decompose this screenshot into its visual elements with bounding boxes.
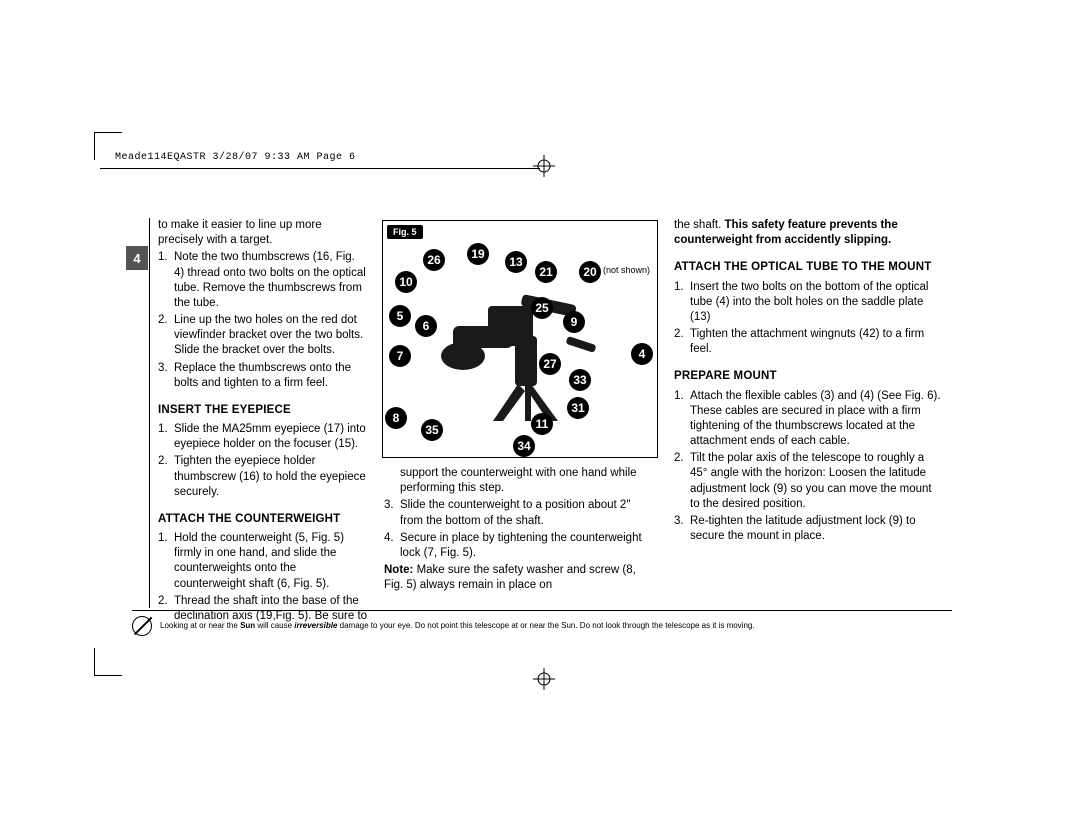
list-item: 3.Re-tighten the latitude adjustment loc… <box>674 514 944 544</box>
registration-mark-bottom <box>533 668 555 690</box>
crop-mark-bl <box>94 648 122 676</box>
callout-13: 13 <box>505 251 527 273</box>
callout-25: 25 <box>531 297 553 319</box>
not-shown-label: (not shown) <box>603 265 650 275</box>
callout-19: 19 <box>467 243 489 265</box>
callout-9: 9 <box>563 311 585 333</box>
callout-7: 7 <box>389 345 411 367</box>
safety-warning-text: Looking at or near the Sun will cause ir… <box>160 621 755 631</box>
callout-34: 34 <box>513 435 535 457</box>
header-rule <box>100 168 540 169</box>
list-item: 3.Replace the thumbscrews onto the bolts… <box>158 361 368 391</box>
heading-attach-optical-tube: ATTACH THE OPTICAL TUBE TO THE MOUNT <box>674 260 944 275</box>
callout-4: 4 <box>631 343 653 365</box>
list-item: 2.Tilt the polar axis of the telescope t… <box>674 451 944 512</box>
list-item: 1.Slide the MA25mm eyepiece (17) into ey… <box>158 422 368 452</box>
no-sun-icon <box>132 616 152 636</box>
list-item: 2.Tighten the attachment wingnuts (42) t… <box>674 327 944 357</box>
heading-prepare-mount: PREPARE MOUNT <box>674 369 944 384</box>
list-item: 1.Insert the two bolts on the bottom of … <box>674 280 944 326</box>
callout-31: 31 <box>567 397 589 419</box>
callout-27: 27 <box>539 353 561 375</box>
registration-mark-top <box>533 155 555 177</box>
page-tab: 4 <box>126 246 148 270</box>
list-item: 4.Secure in place by tightening the coun… <box>384 531 654 561</box>
column-2: support the counterweight with one hand … <box>384 466 654 595</box>
list-item: 2.Tighten the eyepiece holder thumbscrew… <box>158 454 368 500</box>
column-3: the shaft. This safety feature prevents … <box>674 218 944 546</box>
list-item: 1.Attach the flexible cables (3) and (4)… <box>674 389 944 450</box>
column-1: to make it easier to line up more precis… <box>158 218 368 626</box>
figure-5: Fig. 5 (not shown) 26 19 13 21 20 10 56 25 9 7 27 4… <box>382 220 658 458</box>
callout-8: 8 <box>385 407 407 429</box>
callout-26: 26 <box>423 249 445 271</box>
list-item: 1.Note the two thumbscrews (16, Fig. 4) … <box>158 250 368 311</box>
callout-5: 5 <box>389 305 411 327</box>
callout-20: 20 <box>579 261 601 283</box>
print-header: Meade114EQASTR 3/28/07 9:33 AM Page 6 <box>115 152 356 163</box>
figure-label: Fig. 5 <box>387 225 423 239</box>
callout-10: 10 <box>395 271 417 293</box>
callout-6: 6 <box>415 315 437 337</box>
col3-continuation: the shaft. This safety feature prevents … <box>674 218 944 248</box>
list-item: 1.Hold the counterweight (5, Fig. 5) fir… <box>158 531 368 592</box>
callout-21: 21 <box>535 261 557 283</box>
list-item: 3.Slide the counterweight to a position … <box>384 498 654 528</box>
side-rule <box>149 218 150 608</box>
callout-33: 33 <box>569 369 591 391</box>
heading-attach-counterweight: ATTACH THE COUNTERWEIGHT <box>158 512 368 527</box>
list-item: 2.Line up the two holes on the red dot v… <box>158 313 368 359</box>
note-line: Note: Make sure the safety washer and sc… <box>384 563 654 593</box>
col2-continuation: support the counterweight with one hand … <box>384 466 654 496</box>
safety-footer: Looking at or near the Sun will cause ir… <box>132 610 952 636</box>
intro-text: to make it easier to line up more precis… <box>158 218 368 248</box>
callout-11: 11 <box>531 413 553 435</box>
callout-35: 35 <box>421 419 443 441</box>
heading-insert-eyepiece: INSERT THE EYEPIECE <box>158 403 368 418</box>
